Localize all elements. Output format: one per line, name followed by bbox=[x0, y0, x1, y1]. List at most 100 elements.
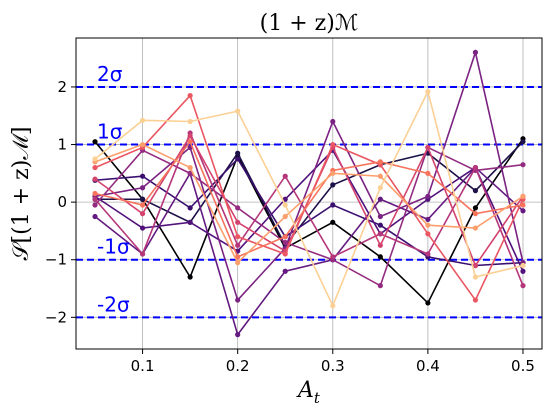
data-point bbox=[235, 219, 241, 225]
data-point bbox=[282, 213, 288, 220]
data-point bbox=[282, 268, 288, 274]
series-8 bbox=[92, 130, 526, 289]
data-point bbox=[472, 49, 479, 55]
sigma-label: 1σ bbox=[97, 120, 123, 144]
data-point bbox=[472, 297, 479, 303]
data-point bbox=[187, 170, 193, 176]
sigma-label: -2σ bbox=[97, 292, 130, 316]
data-point bbox=[139, 196, 146, 202]
x-axis-title-main: A bbox=[296, 378, 314, 403]
data-point bbox=[425, 300, 431, 306]
chart-title: (1 + z)ℳ bbox=[260, 11, 359, 36]
data-point bbox=[92, 156, 98, 162]
data-point bbox=[472, 164, 479, 171]
y-tick-label: 1 bbox=[57, 136, 67, 154]
data-point bbox=[520, 262, 526, 269]
series-line bbox=[95, 141, 524, 247]
data-point bbox=[425, 88, 431, 95]
data-point bbox=[187, 274, 193, 280]
data-point bbox=[520, 202, 526, 208]
data-point bbox=[425, 251, 431, 257]
series-line bbox=[94, 138, 524, 305]
series-11 bbox=[92, 139, 526, 260]
data-point bbox=[282, 202, 288, 208]
data-point bbox=[330, 202, 336, 208]
data-point bbox=[92, 213, 98, 220]
data-point bbox=[187, 139, 193, 145]
data-point bbox=[282, 173, 288, 179]
data-point bbox=[377, 173, 383, 179]
data-point bbox=[330, 170, 336, 176]
x-tick-label: 0.5 bbox=[511, 357, 535, 375]
data-point bbox=[330, 219, 336, 225]
series-10 bbox=[92, 92, 526, 303]
data-point bbox=[377, 222, 383, 228]
data-point bbox=[377, 213, 383, 220]
data-point bbox=[425, 144, 431, 151]
data-point bbox=[377, 283, 383, 289]
x-axis-title-subscript: t bbox=[314, 389, 321, 407]
data-point bbox=[330, 254, 336, 260]
data-point bbox=[472, 262, 479, 269]
data-point bbox=[139, 185, 146, 191]
data-point bbox=[330, 303, 336, 309]
data-point bbox=[139, 251, 146, 257]
data-point bbox=[187, 205, 193, 211]
data-point bbox=[187, 133, 193, 139]
data-point bbox=[235, 150, 241, 156]
y-tick-label: 0 bbox=[57, 193, 67, 211]
data-point bbox=[472, 188, 479, 194]
y-tick-label: −2 bbox=[45, 308, 67, 326]
grid bbox=[76, 38, 542, 349]
data-point bbox=[92, 190, 98, 197]
x-tick-label: 0.1 bbox=[131, 357, 155, 375]
data-point bbox=[330, 118, 336, 125]
series-line bbox=[94, 143, 524, 264]
data-point bbox=[139, 211, 146, 217]
data-point bbox=[282, 196, 288, 202]
data-point bbox=[92, 202, 98, 208]
data-point bbox=[425, 222, 431, 228]
data-point bbox=[139, 117, 146, 123]
data-point bbox=[235, 254, 241, 260]
y-axis-title: 𝒮[(1 + z)ℳ] bbox=[9, 126, 34, 260]
data-point bbox=[282, 239, 288, 246]
data-point bbox=[377, 196, 383, 202]
sigma-label: -1σ bbox=[97, 235, 130, 259]
data-point bbox=[235, 156, 241, 162]
data-point bbox=[187, 92, 193, 99]
data-point bbox=[92, 196, 98, 202]
series-line bbox=[94, 146, 524, 287]
y-tick-label: −1 bbox=[45, 251, 67, 269]
data-point bbox=[187, 118, 193, 125]
data-point bbox=[425, 231, 431, 237]
data-point bbox=[425, 216, 431, 223]
data-point bbox=[520, 268, 526, 274]
data-point bbox=[472, 274, 479, 280]
axis-ticks: 0.1 0.2 0.3 0.4 0.5 −2 −1 0 1 2 bbox=[45, 78, 535, 375]
data-point bbox=[330, 141, 336, 148]
data-point bbox=[520, 283, 526, 289]
data-point bbox=[472, 225, 479, 231]
data-point bbox=[235, 242, 241, 248]
data-point bbox=[472, 211, 479, 217]
x-axis-title: At bbox=[296, 378, 321, 407]
data-point bbox=[282, 251, 288, 257]
data-point bbox=[377, 159, 383, 165]
data-point bbox=[377, 185, 383, 191]
plot-area-frame bbox=[75, 37, 543, 350]
x-tick-label: 0.3 bbox=[321, 357, 345, 375]
data-point bbox=[187, 164, 193, 171]
data-point bbox=[425, 193, 431, 199]
data-point bbox=[92, 164, 98, 171]
data-point bbox=[139, 173, 146, 179]
data-point bbox=[520, 162, 526, 168]
series-line bbox=[94, 49, 524, 302]
data-point bbox=[139, 202, 146, 208]
data-point bbox=[425, 170, 431, 176]
data-point bbox=[92, 139, 98, 145]
data-point bbox=[235, 108, 241, 114]
sigma-labels: 2σ 1σ -1σ -2σ bbox=[97, 62, 130, 316]
series-lines bbox=[92, 49, 526, 338]
